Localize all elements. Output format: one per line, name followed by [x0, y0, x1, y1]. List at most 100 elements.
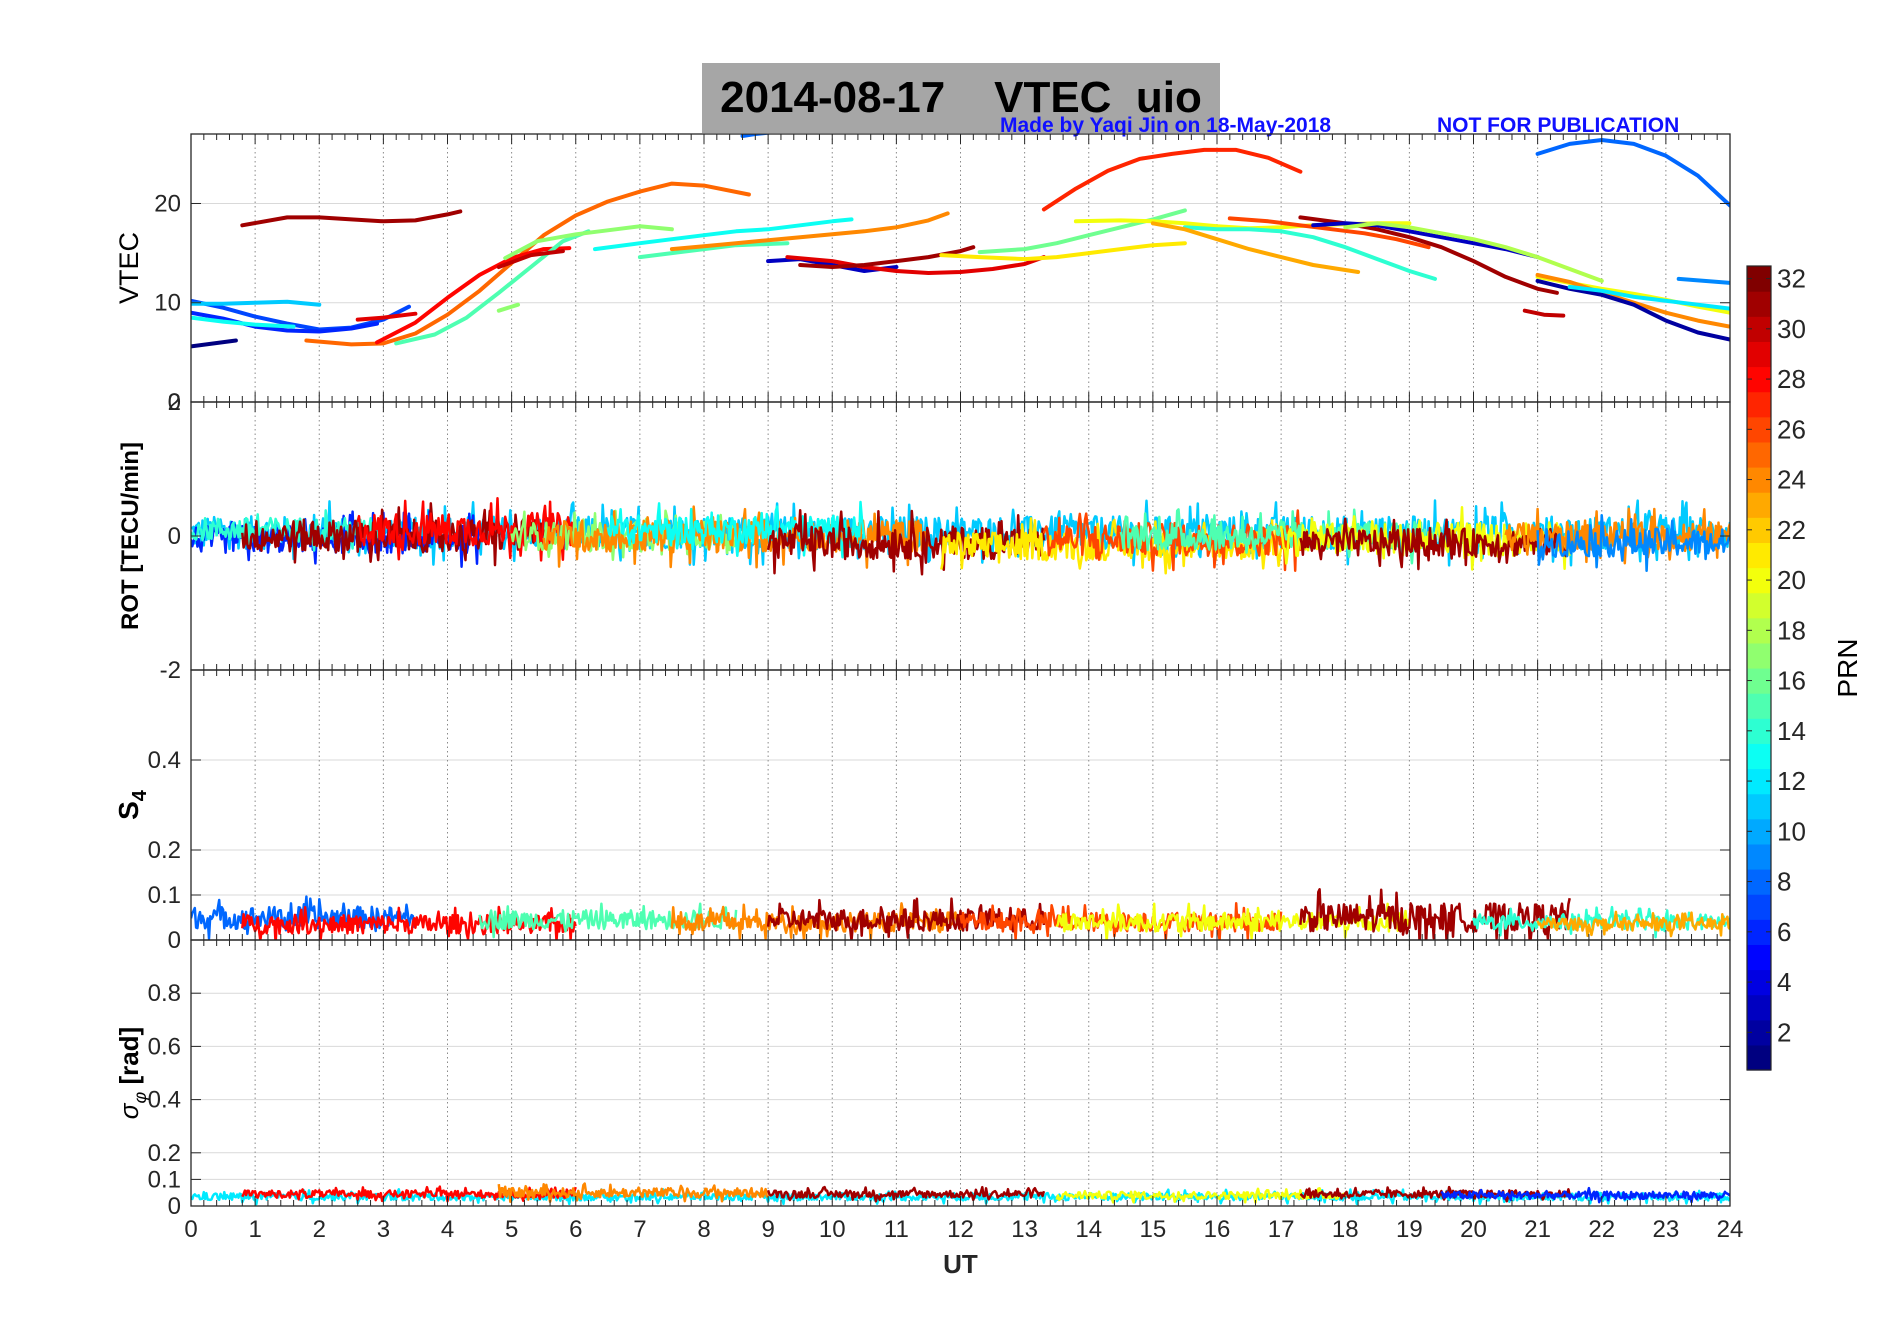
colorbar-tick-label: 2: [1777, 1017, 1791, 1047]
colorbar-tick-label: 20: [1777, 565, 1806, 595]
x-tick-label: 20: [1460, 1216, 1487, 1243]
panel-rot: -2 0 2 ROT [TECU/min]: [117, 389, 1731, 684]
x-tick-label: 5: [505, 1216, 518, 1243]
panel-vtec: 0 10 20 VTEC: [114, 133, 1731, 416]
vtec-series-prn-24: [1535, 272, 1730, 329]
y-axis-label: σφ [rad]: [114, 1027, 150, 1119]
rot-series-prn-31: [1299, 517, 1571, 571]
vtec-series-prn-18: [1343, 221, 1604, 283]
vtec-series-prn-21: [939, 241, 1187, 262]
plot-area-rot: [191, 496, 1730, 576]
vtec-series-prn-8: [1535, 138, 1730, 208]
colorbar-tick-label: 6: [1777, 917, 1791, 947]
vtec-series-prn-11: [191, 299, 322, 307]
s4-series-prn-28: [241, 905, 577, 940]
x-axis-label: UT: [943, 1249, 978, 1279]
vtec-series-prn-25: [304, 181, 751, 347]
s4-series-prn-23: [1536, 910, 1730, 938]
rot-series-prn-17: [510, 509, 738, 562]
colorbar-tick-label: 10: [1777, 816, 1806, 846]
vtec-series-prn-28: [375, 246, 572, 345]
y-tick-label: 0.6: [148, 1033, 181, 1060]
vtec-series-prn-26: [1227, 216, 1431, 250]
vtec-series-prn-31: [798, 245, 976, 269]
x-tick-label: 6: [569, 1216, 582, 1243]
y-tick-label: 2: [168, 389, 181, 416]
vtec-series-prn-30: [496, 249, 565, 269]
s4-series-prn-31: [1299, 888, 1571, 940]
title-box: 2014-08-17 VTEC uio: [702, 63, 1220, 133]
s4-series-prn-14: [1472, 905, 1730, 939]
colorbar-tick-label: 30: [1777, 314, 1806, 344]
x-tick-label: 16: [1204, 1216, 1231, 1243]
x-tick-label: 18: [1332, 1216, 1359, 1243]
not-for-publication-text: NOT FOR PUBLICATION: [1437, 114, 1680, 137]
vtec-series-prn-12: [1567, 284, 1730, 311]
panel-sigma_phi: 00.10.2 0.4 0.6 0.8 σφ [rad]: [114, 939, 1731, 1220]
vtec-series-prn-30: [1522, 308, 1566, 318]
colorbar-tick-label: 8: [1777, 867, 1791, 897]
colorbar-swatch: [1747, 492, 1771, 518]
x-tick-label: 19: [1396, 1216, 1423, 1243]
x-tick-label: 23: [1653, 1216, 1680, 1243]
colorbar-tick-label: 24: [1777, 465, 1806, 495]
vtec-series-prn-7: [191, 298, 411, 332]
vtec-series-prn-9: [1676, 276, 1730, 285]
rot-series-prn-13: [606, 500, 866, 559]
y-tick-label: 0.2: [148, 1140, 181, 1167]
colorbar-swatch: [1747, 592, 1771, 619]
vtec-series-prn-6: [191, 310, 379, 334]
colorbar-swatch: [1747, 843, 1771, 870]
x-tick-label: 24: [1717, 1216, 1744, 1243]
x-tick-label: 4: [441, 1216, 454, 1243]
colorbar-swatch: [1747, 693, 1771, 719]
colorbar-tick-label: 4: [1777, 967, 1791, 997]
colorbar-tick-label: 32: [1777, 264, 1806, 294]
plot-area-s4: [191, 888, 1730, 940]
colorbar-label: PRN: [1832, 638, 1863, 697]
panel-frame: [190, 133, 1731, 403]
colorbar-swatch: [1747, 341, 1771, 368]
x-tick-label: 2: [313, 1216, 326, 1243]
x-tick-label: 21: [1524, 1216, 1551, 1243]
y-tick-label: 0.4: [148, 1087, 181, 1114]
x-tick-label: 14: [1075, 1216, 1102, 1243]
vtec-series-prn-2: [1535, 278, 1730, 342]
y-axis-label: S4: [113, 789, 151, 820]
sigma_phi-series-prn-20: [1055, 1187, 1347, 1204]
y-tick-label: -2: [160, 657, 181, 684]
x-tick-label: 7: [633, 1216, 646, 1243]
vtec-series-prn-14: [1182, 225, 1437, 281]
y-tick-label: 0: [168, 1193, 181, 1220]
vtec-series-prn-24: [669, 211, 950, 252]
s4-series-prn-15: [478, 902, 738, 939]
colorbar-tick-label: 22: [1777, 515, 1806, 545]
y-tick-label: 0.1: [148, 1166, 181, 1193]
y-axis-label: ROT [TECU/min]: [117, 442, 144, 630]
vtec-series-prn-27: [1041, 147, 1303, 212]
colorbar-tick-label: 18: [1777, 615, 1806, 645]
vtec-series-prn-31: [240, 209, 463, 228]
colorbar-swatch: [1747, 542, 1771, 569]
panel-s4: 0 0.1 0.2 0.4 S4: [113, 669, 1731, 954]
x-tick-label: 1: [248, 1216, 261, 1243]
vtec-series-prn-3: [1311, 221, 1540, 260]
y-tick-label: 0: [168, 523, 181, 550]
colorbar-tick-label: 26: [1777, 414, 1806, 444]
x-tick-label: 13: [1011, 1216, 1038, 1243]
colorbar-swatch: [1747, 994, 1771, 1021]
colorbar-swatch: [1747, 944, 1771, 971]
colorbar-tick-label: 28: [1777, 364, 1806, 394]
y-tick-label: 10: [154, 290, 181, 317]
x-tick-label: 3: [377, 1216, 390, 1243]
vtec-series-prn-15: [637, 241, 790, 260]
rot-series-prn-28: [356, 496, 577, 562]
colorbar-swatch: [1747, 441, 1771, 468]
x-tick-label: 9: [761, 1216, 774, 1243]
y-tick-label: 20: [154, 190, 181, 217]
colorbar-tick-label: 14: [1777, 716, 1806, 746]
vtec-series-prn-29: [785, 255, 1046, 275]
vtec-series-prn-8: [740, 134, 775, 138]
